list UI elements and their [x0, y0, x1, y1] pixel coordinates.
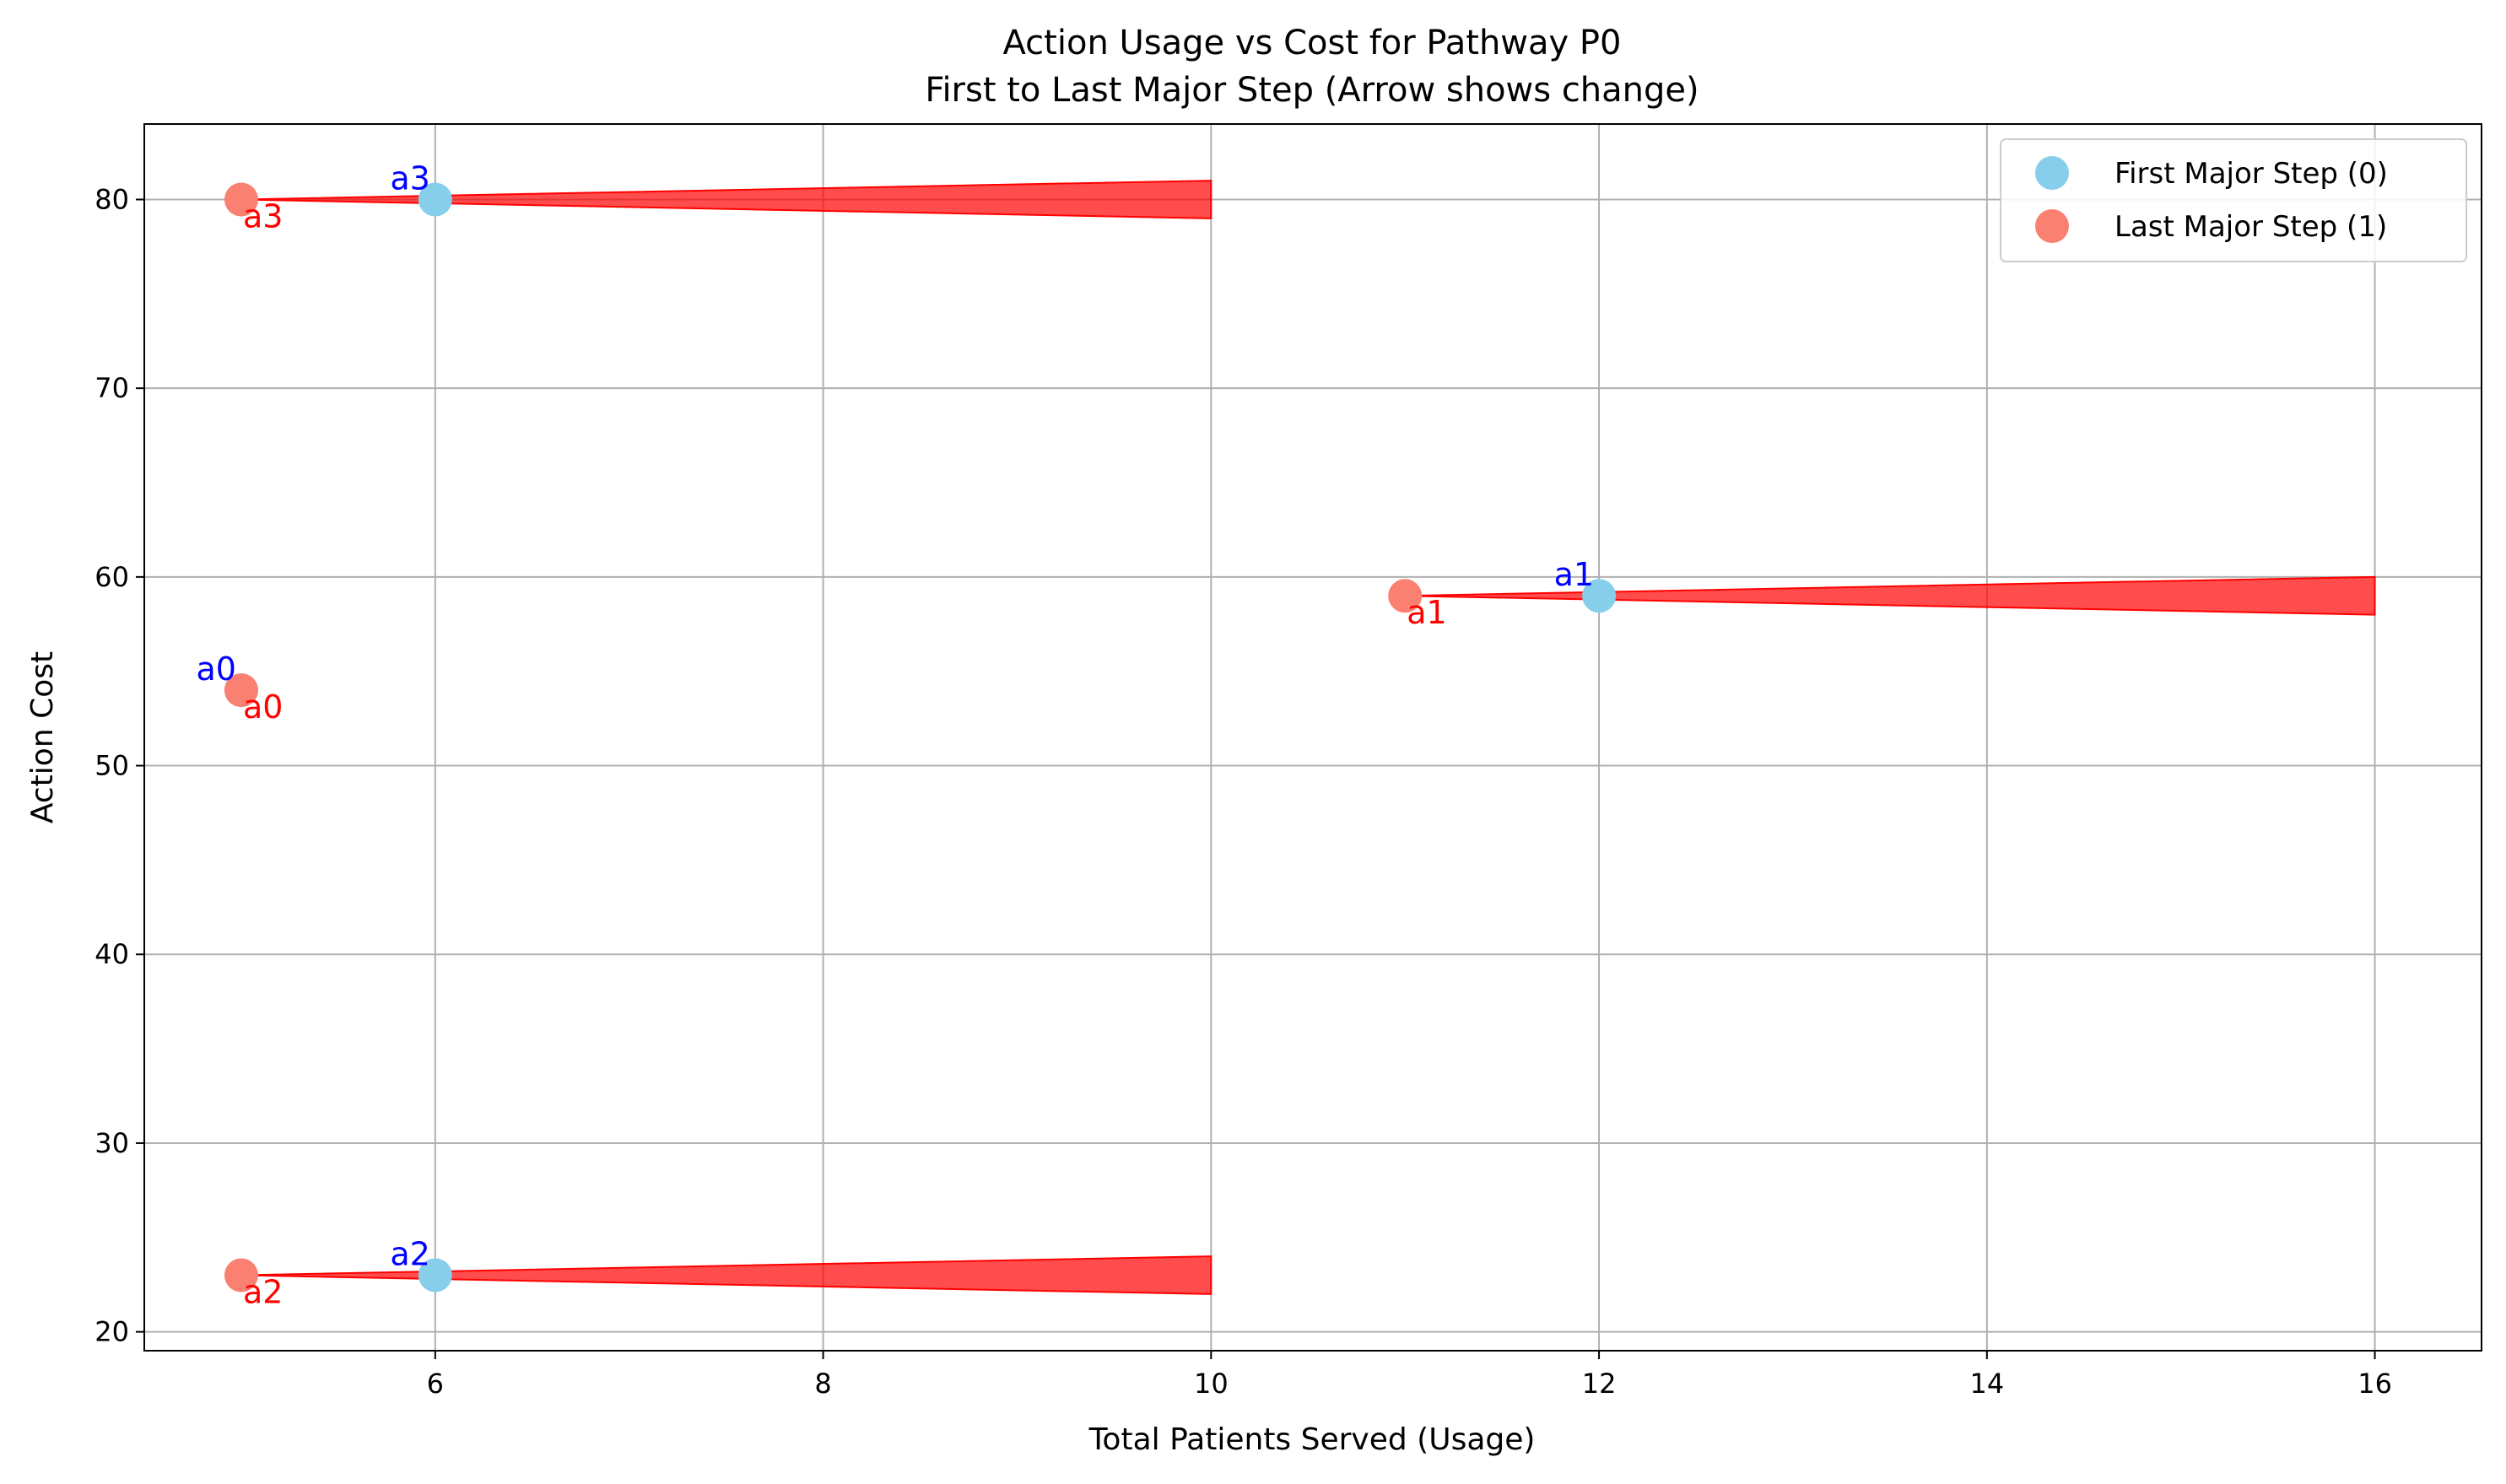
- point-label-first-a2: a2: [390, 1236, 429, 1273]
- legend-box: [2000, 138, 2467, 262]
- point-label-first-a1: a1: [1554, 556, 1594, 593]
- point-last-a0: [224, 673, 258, 708]
- point-label-first-a3: a3: [390, 159, 429, 197]
- axis-ticks: 6 8 10 12 14 16 20 30 40 50 60 70 80: [95, 183, 2392, 1400]
- legend-marker-last-step: [2035, 209, 2069, 243]
- legend-label-first-step: First Major Step (0): [2114, 157, 2388, 191]
- point-label-last-a1: a1: [1407, 594, 1446, 631]
- y-tick-label: 30: [95, 1127, 129, 1159]
- gridlines: [144, 124, 2482, 1351]
- point-first-a3: [418, 182, 452, 217]
- x-tick-label: 16: [2357, 1368, 2392, 1400]
- point-last-a2: [224, 1258, 258, 1292]
- x-tick-label: 6: [427, 1368, 444, 1400]
- y-tick-label: 60: [95, 561, 129, 593]
- change-arrow-a2: [240, 1255, 1212, 1295]
- y-tick-label: 70: [95, 372, 129, 404]
- point-label-first-a0: a0: [196, 650, 235, 688]
- y-tick-label: 20: [95, 1316, 129, 1348]
- legend: First Major Step (0) Last Major Step (1): [2000, 138, 2467, 262]
- x-tick-label: 8: [814, 1368, 831, 1400]
- chart-title: Action Usage vs Cost for Pathway P0: [1003, 24, 1622, 62]
- data-points: a0 a1 a2 a3 a0 a1 a2 a3: [196, 159, 1617, 1311]
- x-tick-label: 10: [1194, 1368, 1229, 1400]
- point-last-a1: [1388, 579, 1423, 613]
- y-tick-label: 40: [95, 938, 129, 970]
- change-arrows: [240, 180, 2376, 1295]
- point-last-a3: [224, 182, 258, 217]
- y-axis-label: Action Cost: [25, 651, 60, 823]
- legend-marker-first-step: [2035, 156, 2069, 190]
- x-tick-label: 12: [1582, 1368, 1617, 1400]
- chart-subtitle: First to Last Major Step (Arrow shows ch…: [925, 71, 1699, 110]
- change-arrow-a1: [1405, 575, 2376, 616]
- change-arrow-a3: [240, 180, 1212, 219]
- x-tick-label: 14: [1969, 1368, 2004, 1400]
- legend-label-last-step: Last Major Step (1): [2114, 210, 2387, 244]
- point-label-last-a0: a0: [243, 688, 283, 726]
- x-axis-label: Total Patients Served (Usage): [1088, 1422, 1536, 1457]
- plot-frame: [143, 123, 2482, 1352]
- point-first-a1: [1582, 579, 1617, 613]
- point-label-last-a3: a3: [243, 197, 283, 235]
- y-tick-label: 80: [95, 183, 129, 215]
- y-tick-label: 50: [95, 750, 129, 782]
- point-label-last-a2: a2: [243, 1274, 283, 1311]
- point-first-a2: [418, 1258, 452, 1292]
